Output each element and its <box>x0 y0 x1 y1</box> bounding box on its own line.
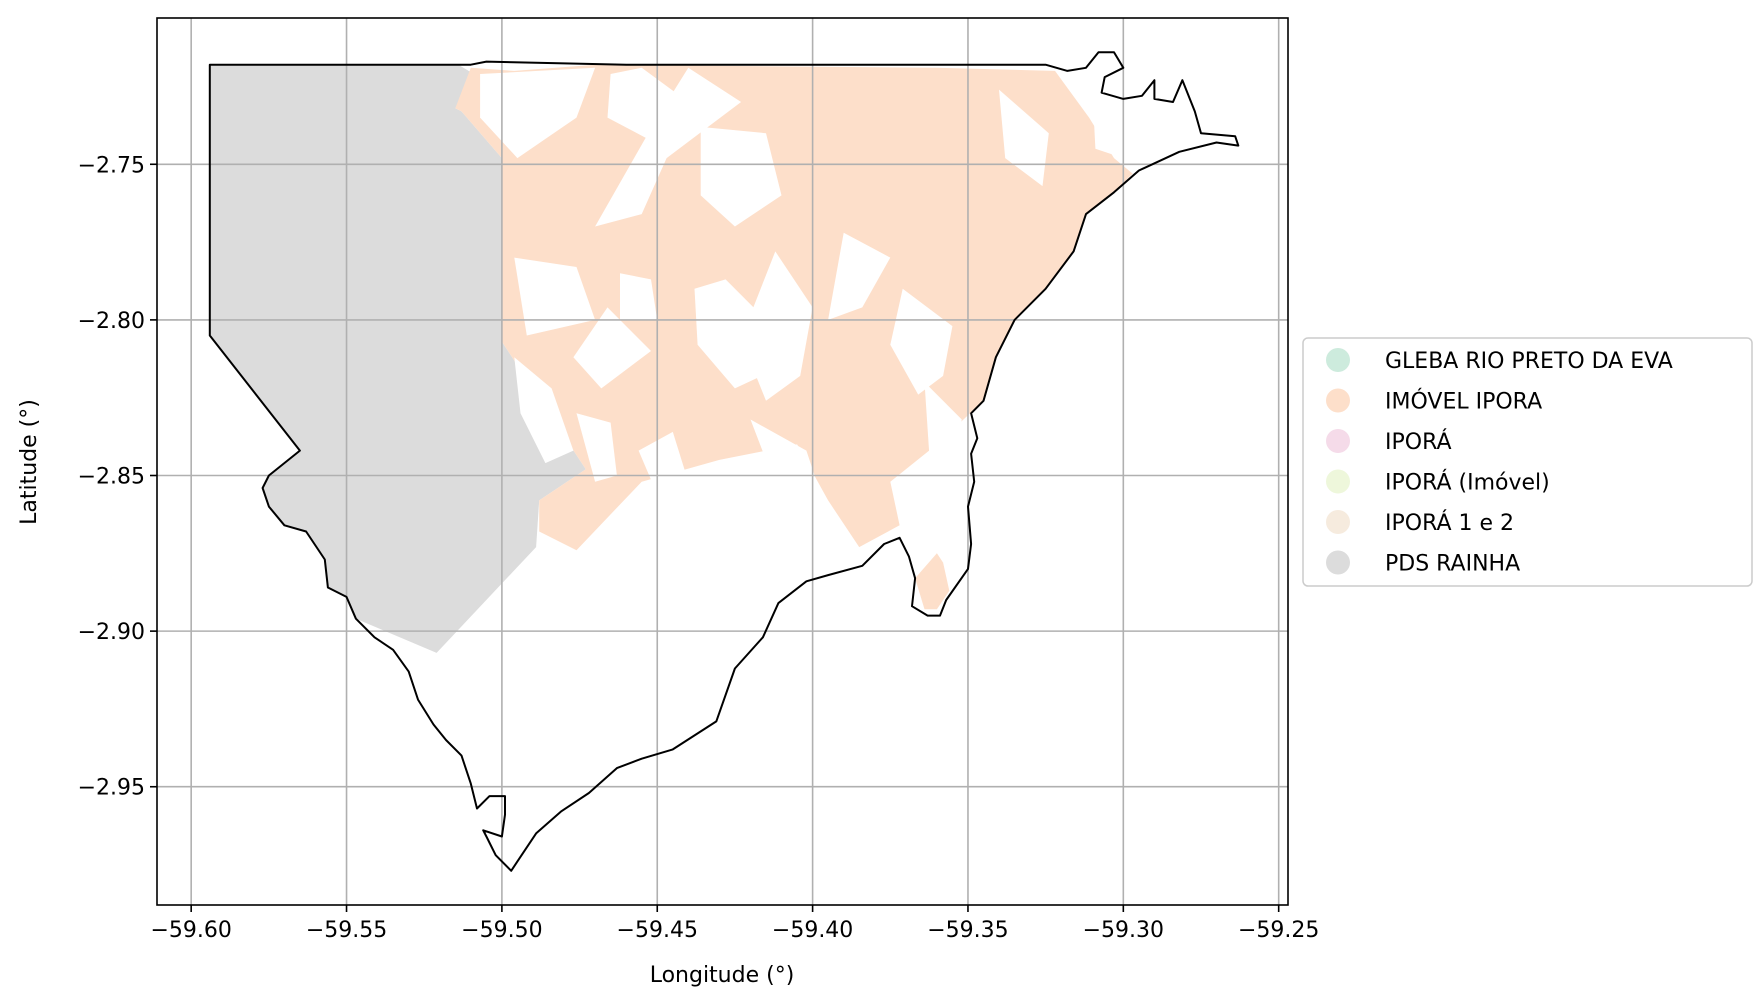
legend-marker <box>1326 388 1350 413</box>
x-tick-label: −59.50 <box>461 918 542 943</box>
legend-marker <box>1326 469 1350 494</box>
legend-marker <box>1326 429 1350 453</box>
map-gaps-layer <box>480 67 1136 501</box>
x-tick-label: −59.60 <box>150 918 231 943</box>
uncovered-area-12 <box>828 232 891 320</box>
legend-item: IPORÁ <box>1326 429 1452 455</box>
y-tick-label: −2.90 <box>78 620 145 645</box>
legend-label: PDS RAINHA <box>1385 552 1520 577</box>
legend-item: GLEBA RIO PRETO DA EVA <box>1326 348 1673 374</box>
legend-label: GLEBA RIO PRETO DA EVA <box>1385 349 1673 374</box>
uncovered-area-4 <box>514 257 596 336</box>
uncovered-area-2 <box>595 67 742 227</box>
x-tick-label: −59.55 <box>306 918 387 943</box>
uncovered-area-14 <box>750 419 819 501</box>
legend-label: IPORÁ 1 e 2 <box>1385 510 1514 536</box>
uncovered-area-13 <box>890 288 953 395</box>
x-tick-label: −59.30 <box>1083 918 1164 943</box>
y-axis-ticks: −2.75 −2.80 −2.85 −2.90 −2.95 <box>78 153 157 801</box>
y-tick-label: −2.75 <box>78 153 145 178</box>
x-axis-ticks: −59.60 −59.55 −59.50 −59.45 −59.40 −59.35 −59.… <box>150 905 1319 943</box>
legend-label: IPORÁ <box>1385 429 1452 455</box>
y-tick-label: −2.80 <box>78 309 145 334</box>
study-area-boundary <box>208 51 1240 872</box>
legend-marker <box>1326 510 1350 534</box>
x-tick-label: −59.25 <box>1238 918 1319 943</box>
legend-item: PDS RAINHA <box>1326 550 1520 577</box>
region-im-vel-ipora-2 <box>915 553 950 610</box>
uncovered-area-16 <box>1092 86 1136 159</box>
y-axis-label: Latitude (°) <box>17 399 42 525</box>
legend-marker <box>1326 348 1350 372</box>
uncovered-area-6 <box>573 307 651 389</box>
uncovered-area-9 <box>576 413 617 482</box>
x-tick-label: −59.45 <box>617 918 698 943</box>
legend-frame <box>1302 337 1753 587</box>
y-tick-label: −2.85 <box>78 465 145 490</box>
x-tick-label: −59.35 <box>927 918 1008 943</box>
region-pds-rainha-0 <box>209 64 586 653</box>
grid-lines <box>157 18 1288 905</box>
uncovered-area-3 <box>700 126 782 227</box>
legend-item: IPORÁ (Imóvel) <box>1326 469 1550 496</box>
x-axis-label: Longitude (°) <box>650 963 795 988</box>
legend: GLEBA RIO PRETO DA EVA IMÓVEL IPORA IPORÁ I… <box>1302 337 1753 587</box>
legend-label: IMÓVEL IPORA <box>1385 389 1542 415</box>
uncovered-area-15 <box>924 382 962 476</box>
uncovered-area-17 <box>999 89 1049 187</box>
uncovered-area-10 <box>638 431 689 495</box>
legend-label: IPORÁ (Imóvel) <box>1385 470 1550 496</box>
uncovered-area-5 <box>620 273 658 320</box>
uncovered-area-8 <box>514 357 574 464</box>
uncovered-area-11 <box>741 251 813 401</box>
y-tick-label: −2.95 <box>78 776 145 801</box>
legend-item: IMÓVEL IPORA <box>1326 388 1542 415</box>
map-boundary-layer <box>208 51 1240 872</box>
uncovered-area-0 <box>480 67 596 159</box>
legend-item: IPORÁ 1 e 2 <box>1326 510 1514 536</box>
plot-frame <box>156 17 1289 906</box>
legend-marker <box>1326 550 1350 575</box>
x-tick-label: −59.40 <box>772 918 853 943</box>
